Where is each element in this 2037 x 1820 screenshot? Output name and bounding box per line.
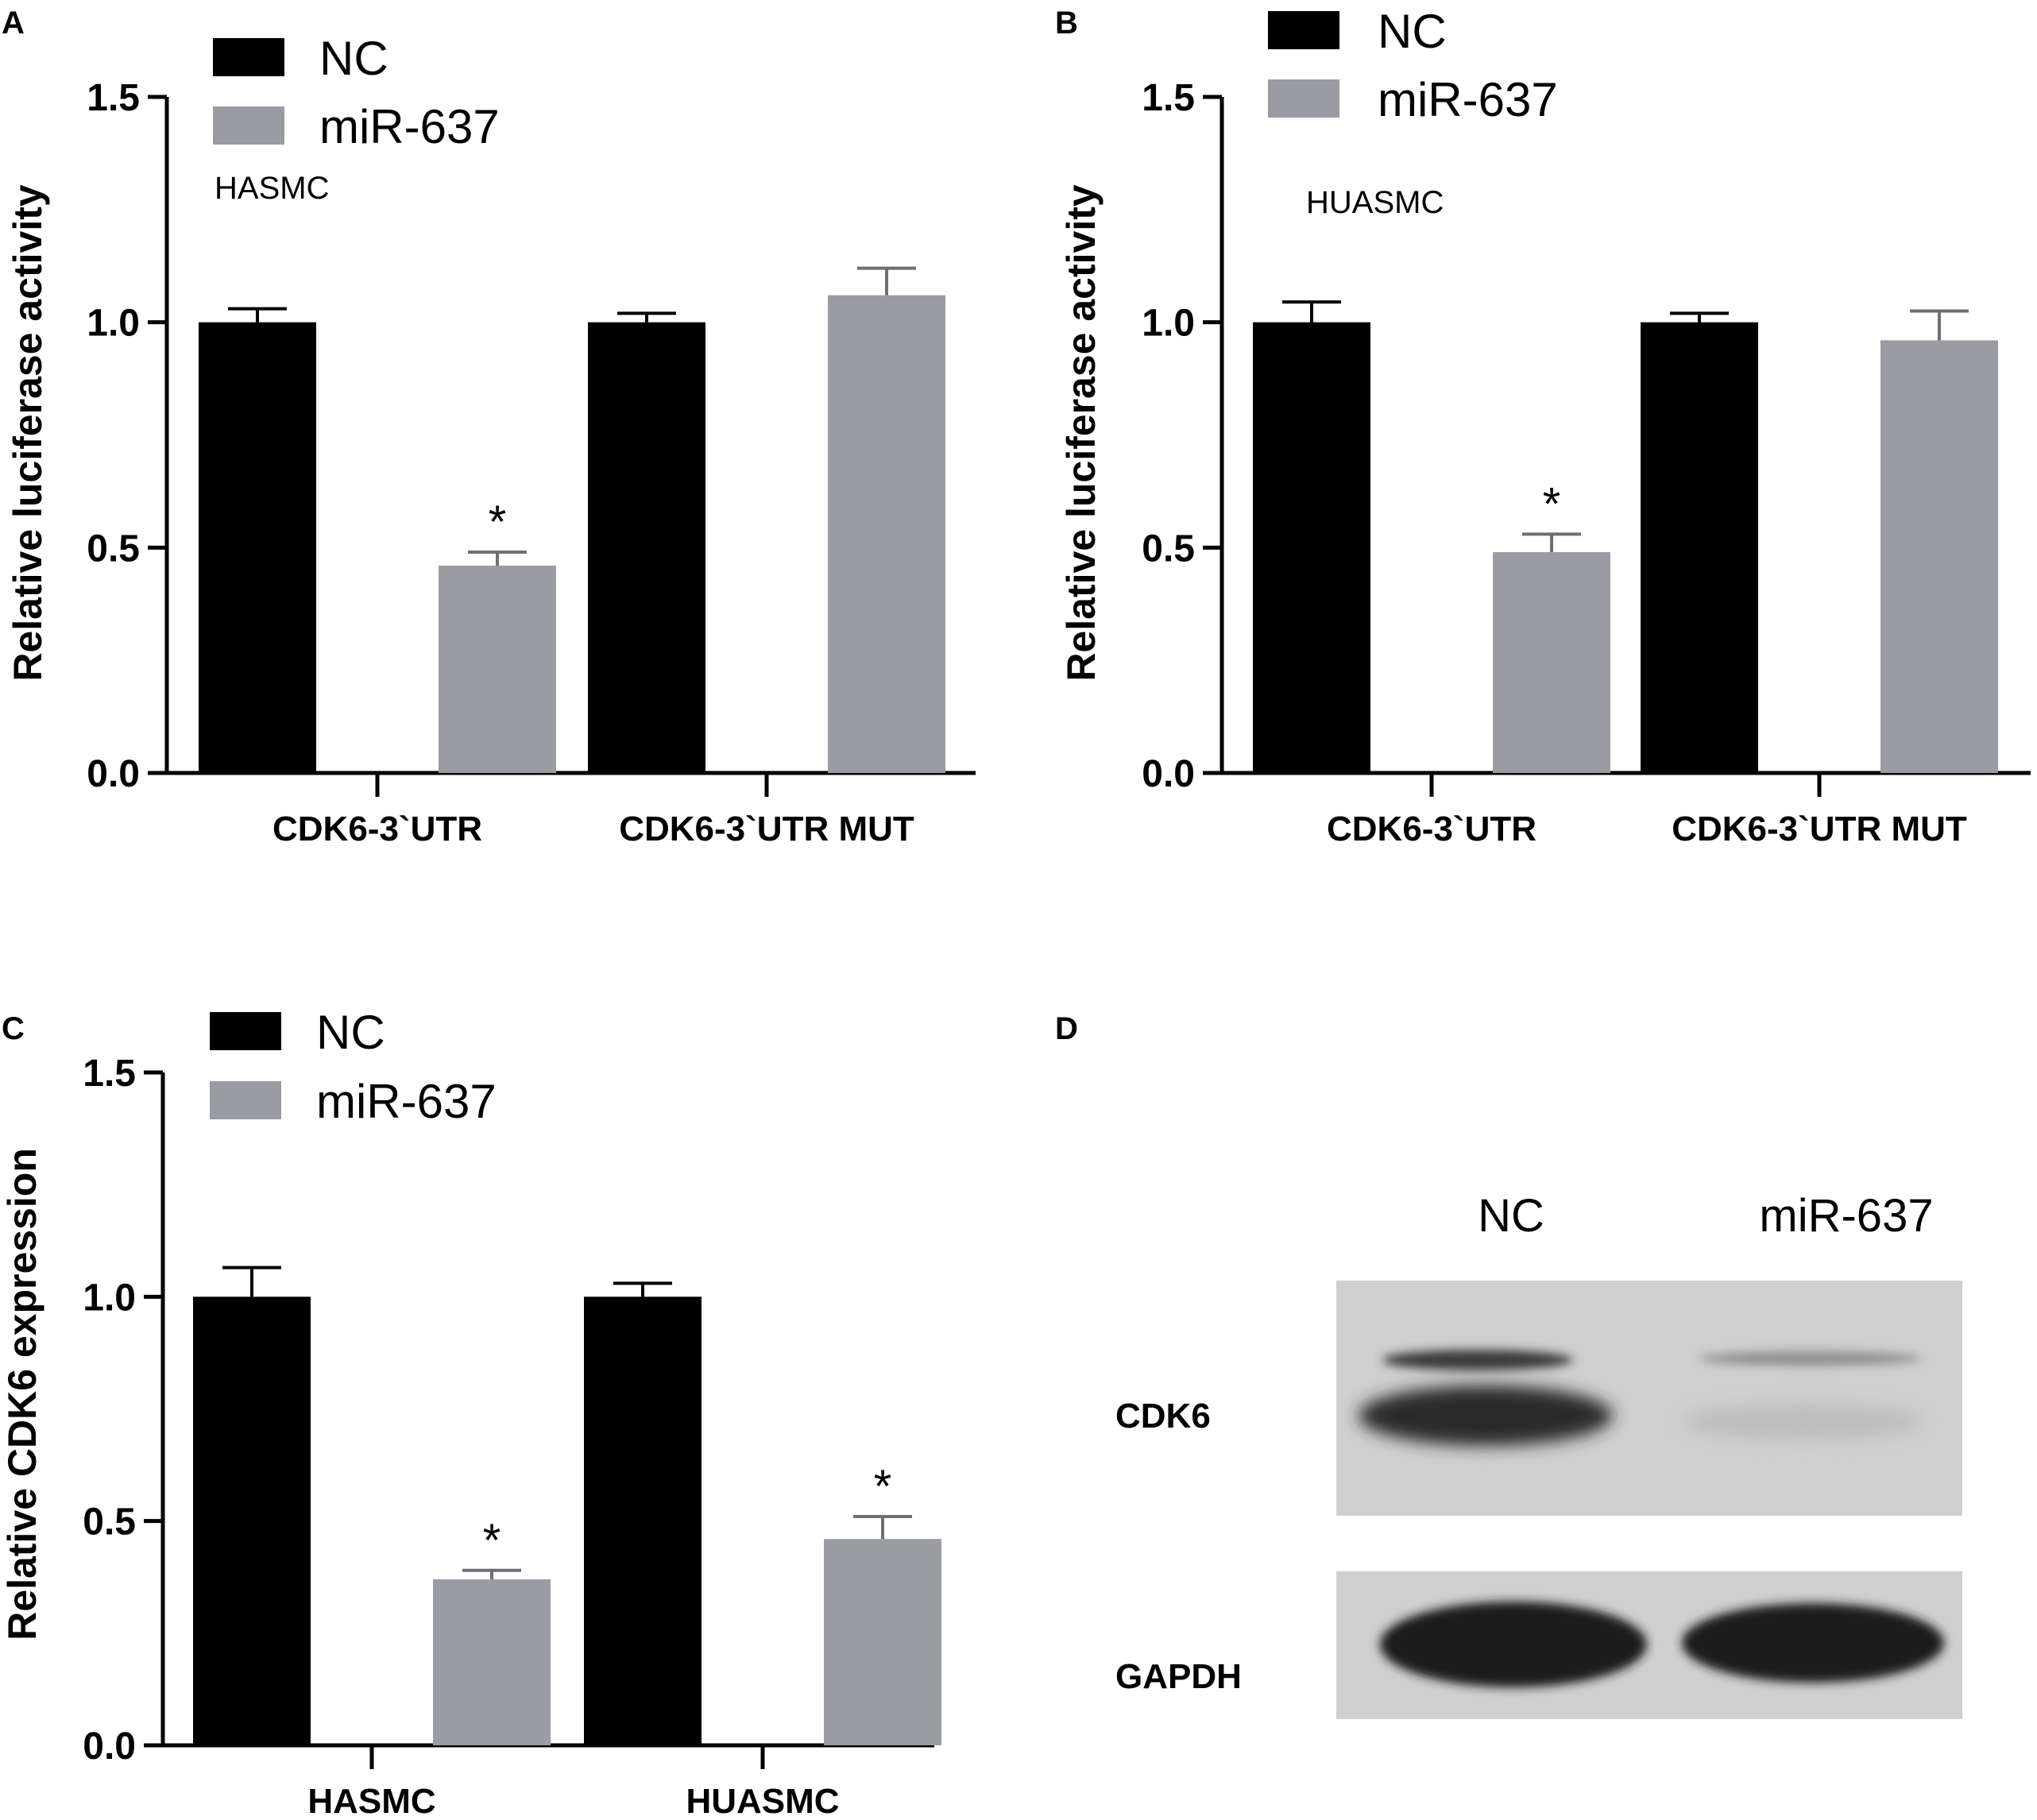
legend-label-nc: NC [319, 32, 388, 85]
x-axis-c: HASMC HUASMC [163, 1743, 934, 1820]
cdk6-band-mir637-upper [1699, 1351, 1921, 1366]
legend-c: NC miR-637 [210, 1006, 497, 1128]
legend-b: NC miR-637 [1268, 5, 1558, 126]
cdk6-band-mir637-lower [1684, 1405, 1923, 1439]
significance-marker: * [874, 1461, 892, 1513]
significance-marker: * [1543, 478, 1561, 530]
x-tick-label: CDK6-3`UTR MUT [619, 810, 914, 848]
cdk6-band-nc-upper [1382, 1350, 1573, 1370]
legend-swatch-mir637 [213, 106, 284, 145]
y-axis-c: 0.0 0.5 1.0 1.5 [83, 1053, 165, 1768]
y-tick-label: 0.5 [83, 1501, 136, 1544]
significance-marker: * [489, 497, 507, 548]
bar-mir637 [1880, 340, 1998, 773]
bar-mir637 [433, 1579, 551, 1745]
y-tick-label: 1.0 [83, 1277, 136, 1319]
legend-swatch-nc [213, 38, 284, 76]
y-tick-label: 1.0 [1142, 303, 1195, 345]
y-axis-label-c: Relative CDK6 expression [0, 1148, 44, 1640]
bar-nc [588, 322, 705, 774]
x-axis-b: CDK6-3`UTR CDK6-3`UTR MUT [1222, 771, 2031, 848]
x-axis-a: CDK6-3`UTR CDK6-3`UTR MUT [167, 771, 976, 848]
legend-label-mir637: miR-637 [319, 100, 500, 153]
x-tick-label: HUASMC [686, 1782, 839, 1820]
bar-nc [199, 322, 316, 774]
bars-a: * [199, 266, 945, 774]
bar-nc [1641, 322, 1758, 774]
blot-lane-label-mir637: miR-637 [1759, 1190, 1933, 1242]
legend-swatch-nc [1268, 11, 1339, 49]
x-tick-label: HASMC [307, 1782, 435, 1820]
gapdh-band-mir637 [1682, 1603, 1944, 1683]
legend-label-mir637: miR-637 [1378, 73, 1558, 126]
chart-title-a: HASMC [215, 171, 329, 206]
bars-b: * [1253, 300, 1998, 774]
bar-mir637 [824, 1539, 941, 1745]
bar-mir637 [828, 295, 945, 773]
x-tick-label: CDK6-3`UTR MUT [1672, 810, 1967, 848]
panel-label-b: B [1055, 6, 1078, 41]
panel-b: B 0.00.51.01.5 CDK6-3`UTR CDK6-3`UTR MUT … [1055, 5, 2031, 848]
panel-label-d: D [1055, 1011, 1078, 1046]
legend-swatch-nc [210, 1012, 281, 1050]
panel-label-c: C [2, 1011, 25, 1046]
bar-mir637 [439, 566, 556, 773]
bars-c: ** [193, 1265, 941, 1745]
y-axis-a: 0.0 0.5 1.0 1.5 [87, 77, 169, 795]
y-tick-label: 1.5 [1142, 77, 1195, 119]
y-tick-label: 1.5 [87, 77, 140, 119]
x-tick-label: CDK6-3`UTR [1327, 810, 1536, 848]
blot-bands-cdk6 [1359, 1350, 1923, 1446]
y-tick-label: 1.5 [83, 1053, 136, 1095]
y-axis-label-b: Relative luciferase activity [1059, 184, 1104, 682]
legend-a: NC miR-637 [213, 32, 500, 153]
blot-row-label-gapdh: GAPDH [1115, 1657, 1242, 1696]
y-tick-label: 0.0 [1142, 753, 1195, 795]
bar-nc [584, 1296, 702, 1745]
legend-label-nc: NC [316, 1006, 385, 1059]
legend-label-nc: NC [1378, 5, 1447, 58]
panel-c: C 0.00.51.01.5 HASMC HUASMC ** NCmiR-637 … [0, 1006, 941, 1820]
significance-marker: * [483, 1515, 501, 1567]
bar-nc [193, 1296, 311, 1745]
y-axis-label-a: Relative luciferase activity [6, 184, 50, 682]
panel-d-western-blot: D NC miR-637 CDK6 GAPDH [1055, 1011, 1962, 1719]
y-tick-label: 0.0 [83, 1725, 136, 1768]
panel-a: A 0.00.51.01.5 CDK6-3`UTR CDK6-3`UTR MUT … [2, 6, 976, 848]
y-tick-label: 0.5 [87, 527, 140, 570]
y-axis-b: 0.0 0.5 1.0 1.5 [1142, 77, 1224, 795]
legend-swatch-mir637 [210, 1081, 281, 1119]
legend-swatch-mir637 [1268, 79, 1339, 118]
bar-mir637 [1493, 552, 1610, 773]
blot-lane-label-nc: NC [1478, 1190, 1544, 1242]
y-tick-label: 1.0 [87, 303, 140, 345]
bar-nc [1253, 322, 1370, 774]
chart-title-b: HUASMC [1306, 185, 1444, 220]
gapdh-band-nc [1380, 1602, 1647, 1687]
y-tick-label: 0.0 [87, 753, 140, 795]
legend-label-mir637: miR-637 [316, 1075, 497, 1128]
x-tick-label: CDK6-3`UTR [273, 810, 482, 848]
cdk6-band-nc-lower [1359, 1385, 1613, 1446]
y-tick-label: 0.5 [1142, 527, 1195, 570]
blot-bands-gapdh [1380, 1602, 1944, 1687]
panel-label-a: A [2, 6, 25, 41]
blot-row-label-cdk6: CDK6 [1115, 1397, 1211, 1436]
